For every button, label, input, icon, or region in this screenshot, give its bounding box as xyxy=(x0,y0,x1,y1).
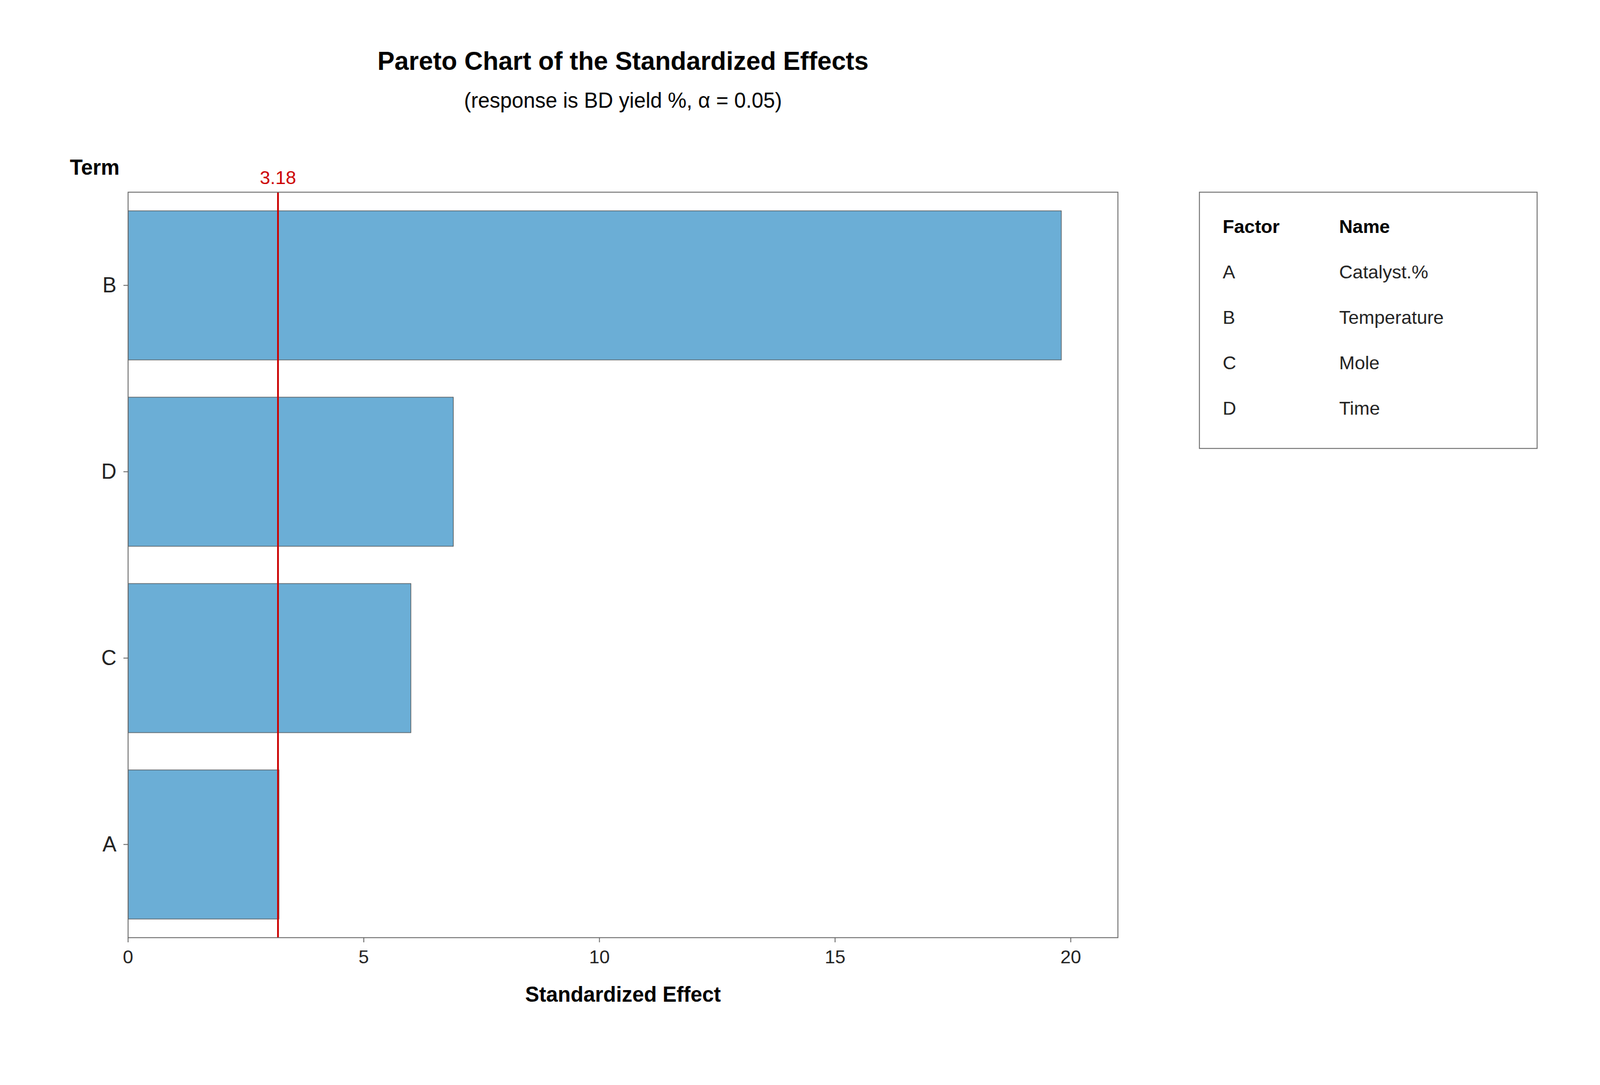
factor-table-header: Factor xyxy=(1222,216,1280,237)
y-tick xyxy=(123,843,129,845)
y-tick xyxy=(123,471,129,473)
y-tick-label: D xyxy=(101,459,117,484)
bar xyxy=(128,397,454,547)
y-axis: B D C A Term xyxy=(69,155,129,856)
x-tick-label: 10 xyxy=(589,946,611,968)
chart-container: Pareto Chart of the Standardized Effects… xyxy=(0,0,1600,1085)
factor-table-cell: Temperature xyxy=(1339,306,1444,328)
x-axis-label: Standardized Effect xyxy=(525,982,721,1007)
plot-background xyxy=(128,192,1118,938)
x-tick xyxy=(1070,937,1072,943)
x-tick-label: 20 xyxy=(1060,946,1082,968)
factor-table-cell: A xyxy=(1222,261,1236,283)
x-tick xyxy=(599,937,601,943)
factor-table: Factor Name A Catalyst.% B Temperature C Mole D T… xyxy=(1199,192,1538,449)
x-tick-label: 5 xyxy=(358,946,370,968)
x-tick-label: 15 xyxy=(824,946,846,968)
x-tick-label: 0 xyxy=(122,946,134,968)
y-tick-label: A xyxy=(102,832,117,856)
y-tick xyxy=(123,657,129,659)
factor-table-box xyxy=(1199,192,1538,449)
y-tick-label: C xyxy=(101,645,117,670)
factor-table-cell: D xyxy=(1222,397,1237,419)
x-tick xyxy=(834,937,837,943)
x-tick xyxy=(363,937,365,943)
x-axis: 0 5 10 15 20 Standardized Effect xyxy=(122,937,1082,1007)
bar xyxy=(128,769,279,919)
factor-table-cell: Time xyxy=(1339,397,1380,419)
factor-table-cell: C xyxy=(1222,352,1237,374)
page: {"chart_data": {"type": "bar", "orientat… xyxy=(0,0,1600,1085)
factor-table-header: Name xyxy=(1339,216,1390,237)
chart-svg: Pareto Chart of the Standardized Effects… xyxy=(0,0,1600,1085)
plot-frame xyxy=(128,192,1118,938)
title: Pareto Chart of the Standardized Effects xyxy=(377,46,869,76)
bar xyxy=(128,583,412,733)
factor-table-cell: B xyxy=(1222,306,1235,328)
y-axis-label: Term xyxy=(69,155,120,180)
x-tick xyxy=(127,937,129,943)
reference-line xyxy=(277,192,279,938)
y-tick xyxy=(123,284,129,286)
bar xyxy=(128,210,1062,360)
reference-label: 3.18 xyxy=(259,167,296,189)
y-tick-label: B xyxy=(102,273,117,297)
factor-table-cell: Mole xyxy=(1339,352,1380,374)
factor-table-cell: Catalyst.% xyxy=(1339,261,1429,283)
marks xyxy=(128,192,1062,938)
subtitle: (response is BD yield %, α = 0.05) xyxy=(464,88,782,113)
